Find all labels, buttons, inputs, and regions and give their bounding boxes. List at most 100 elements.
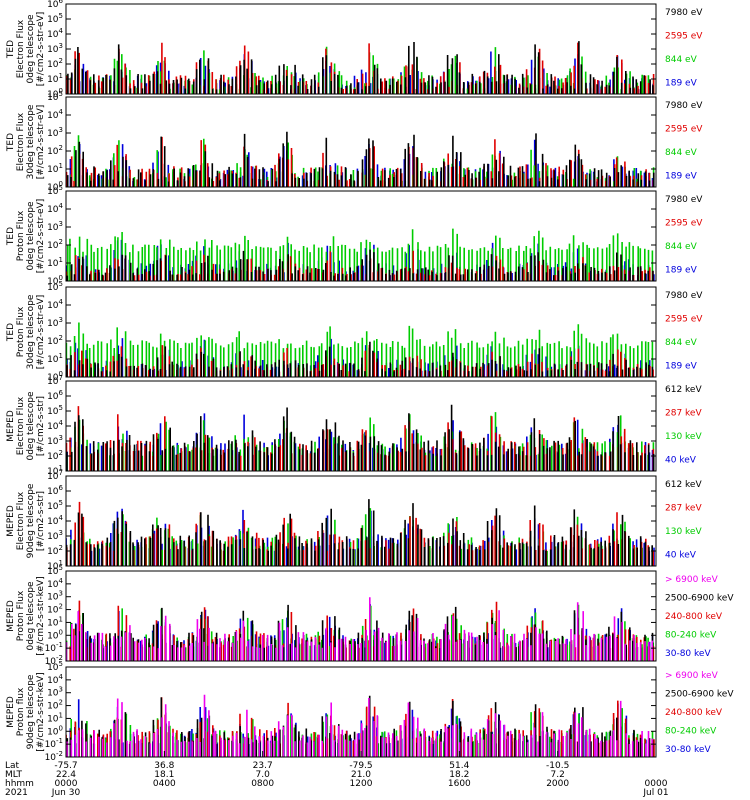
legend-entry: 2595 eV	[665, 125, 703, 135]
y-axis-label: Electron Flux	[16, 19, 26, 78]
legend-entry: 2595 eV	[665, 315, 703, 325]
legend-entry: 844 eV	[665, 242, 698, 252]
x-tick-label: 18.1	[154, 770, 174, 780]
y-axis-label: TED	[6, 40, 16, 59]
x-tick-label: 51.4	[449, 761, 469, 771]
y-axis-label: MEPED	[6, 696, 16, 728]
panel-frame	[65, 96, 657, 188]
axis-row-label: 2021	[5, 788, 28, 798]
x-tick-label: 18.2	[449, 770, 469, 780]
y-axis-label: [#/cm2-s-str-eV]	[36, 12, 46, 87]
x-tick-label: Jul 01	[642, 788, 668, 798]
y-axis-label: TED	[6, 133, 16, 152]
x-tick-label: 36.8	[154, 761, 174, 771]
panel-frame	[65, 286, 657, 378]
x-tick-label: 1600	[448, 779, 471, 789]
legend-entry: 240-800 keV	[665, 708, 723, 718]
y-axis-label: 30deg telescope	[26, 104, 36, 179]
legend-entry: 844 eV	[665, 55, 698, 65]
legend-entry: 612 keV	[665, 480, 702, 490]
legend-entry: 2500-6900 keV	[665, 690, 734, 700]
legend-entry: 844 eV	[665, 338, 698, 348]
trace-6-1	[66, 499, 653, 566]
legend-entry: 7980 eV	[665, 195, 703, 205]
x-tick-label: 7.0	[256, 770, 271, 780]
y-axis-label: 90deg telescope	[26, 674, 36, 749]
y-axis-label: [#/cm2-s-str-keV]	[36, 672, 46, 751]
y-axis-label: TED	[6, 323, 16, 342]
legend-entry: 240-800 keV	[665, 612, 723, 622]
time-axis: Lat -75.7 36.8 23.7 -79.5 51.4 -10.5 MLT 22.4 18.…	[5, 751, 669, 798]
y-axis-label: Electron Flux	[16, 491, 26, 550]
trace-3-1	[66, 249, 654, 281]
y-axis-label: Proton Flux	[16, 306, 26, 357]
y-axis-label: [#/cm2-s-str]	[36, 491, 46, 551]
y-axis-label: 0deg telescope	[26, 201, 36, 271]
legend-entry: 40 keV	[665, 456, 697, 466]
x-tick-label: 1200	[350, 779, 373, 789]
legend-entry: 7980 eV	[665, 101, 703, 111]
legend-entry: 80-240 keV	[665, 727, 717, 737]
x-tick-label: -10.5	[546, 761, 569, 771]
legend-entry: 30-80 keV	[665, 745, 711, 755]
legend-entry: 7980 eV	[665, 291, 703, 301]
trace-5-1	[66, 404, 655, 471]
legend-entry: 130 keV	[665, 432, 702, 442]
x-tick-label: Jun 30	[51, 788, 81, 798]
y-axis-label: MEPED	[6, 410, 16, 442]
trace-1-1	[67, 41, 654, 94]
legend-entry: 612 keV	[665, 385, 702, 395]
y-axis-label: MEPED	[6, 600, 16, 632]
x-tick-label: 2000	[546, 779, 569, 789]
y-axis-label: Electron Flux	[16, 112, 26, 171]
panel-frame	[65, 190, 657, 282]
y-axis-label: [#/cm2-s-str-keV]	[36, 576, 46, 655]
x-tick-label: 21.0	[351, 770, 371, 780]
legend-entry: 40 keV	[665, 551, 697, 561]
legend-entry: 844 eV	[665, 148, 698, 158]
x-tick-label: 0800	[251, 779, 274, 789]
axis-row-label: MLT	[5, 770, 23, 780]
x-tick-label: 23.7	[253, 761, 273, 771]
legend-entry: 2500-6900 keV	[665, 594, 734, 604]
x-tick-label: 0000	[645, 779, 668, 789]
legend-entry: 287 keV	[665, 409, 702, 419]
legend-entry: 30-80 keV	[665, 649, 711, 659]
legend-entry: 189 eV	[665, 79, 698, 89]
y-axis-label: MEPED	[6, 505, 16, 537]
legend-entry: 2595 eV	[665, 219, 703, 229]
legend-entry: > 6900 keV	[665, 575, 719, 585]
x-tick-label: -75.7	[54, 761, 77, 771]
y-axis-label: [#/cm2-s-str-eV]	[36, 105, 46, 180]
y-axis-label: [#/cm2-s-str]	[36, 396, 46, 456]
y-axis-label: 90deg telescope	[26, 483, 36, 558]
x-tick-label: 0400	[153, 779, 176, 789]
x-tick-label: 0000	[55, 779, 78, 789]
legend-entry: 287 keV	[665, 504, 702, 514]
legend-entry: 189 eV	[665, 362, 698, 372]
y-tick-label: 106	[47, 0, 63, 10]
y-axis-label: TED	[6, 227, 16, 246]
panel-frame	[65, 570, 657, 662]
legend-entry: 130 keV	[665, 527, 702, 537]
trace-8-1	[66, 694, 653, 757]
legend-entry: 2595 eV	[665, 32, 703, 42]
y-axis-label: [#/cm2-s-str-eV]	[36, 199, 46, 274]
trace-4-1	[66, 341, 654, 377]
legend-entry: 80-240 keV	[665, 631, 717, 641]
y-axis-label: Proton flux	[16, 687, 26, 736]
legend-entry: 189 eV	[665, 172, 698, 182]
trace-2-1	[66, 131, 655, 187]
legend-entry: 189 eV	[665, 266, 698, 276]
y-axis-label: 0deg telescope	[26, 14, 36, 84]
y-axis-label: Electron Flux	[16, 396, 26, 455]
axis-row-label: Lat	[5, 761, 20, 771]
y-axis-label: 0deg telescope	[26, 581, 36, 651]
y-axis-label: [#/cm2-s-str-eV]	[36, 295, 46, 370]
